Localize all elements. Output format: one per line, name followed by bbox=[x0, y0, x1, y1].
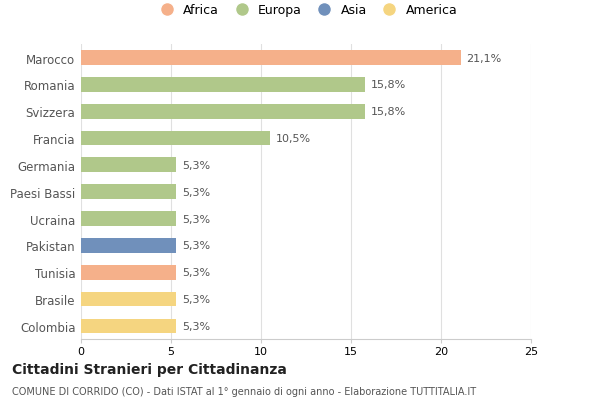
Bar bbox=[81, 238, 176, 253]
Text: 5,3%: 5,3% bbox=[182, 294, 210, 304]
Text: 5,3%: 5,3% bbox=[182, 160, 210, 171]
Text: 15,8%: 15,8% bbox=[371, 107, 406, 117]
Bar bbox=[81, 211, 176, 226]
Text: 5,3%: 5,3% bbox=[182, 214, 210, 224]
Legend: Africa, Europa, Asia, America: Africa, Europa, Asia, America bbox=[155, 4, 457, 17]
Bar bbox=[81, 78, 365, 92]
Bar bbox=[81, 319, 176, 333]
Bar bbox=[81, 292, 176, 307]
Bar bbox=[81, 105, 365, 119]
Text: 5,3%: 5,3% bbox=[182, 321, 210, 331]
Text: 15,8%: 15,8% bbox=[371, 80, 406, 90]
Bar bbox=[81, 265, 176, 280]
Text: 21,1%: 21,1% bbox=[466, 54, 502, 63]
Bar bbox=[81, 51, 461, 66]
Text: 5,3%: 5,3% bbox=[182, 267, 210, 278]
Text: Cittadini Stranieri per Cittadinanza: Cittadini Stranieri per Cittadinanza bbox=[12, 362, 287, 376]
Text: 10,5%: 10,5% bbox=[275, 134, 311, 144]
Text: 5,3%: 5,3% bbox=[182, 187, 210, 197]
Bar bbox=[81, 158, 176, 173]
Text: 5,3%: 5,3% bbox=[182, 241, 210, 251]
Bar bbox=[81, 185, 176, 200]
Bar bbox=[81, 131, 270, 146]
Text: COMUNE DI CORRIDO (CO) - Dati ISTAT al 1° gennaio di ogni anno - Elaborazione TU: COMUNE DI CORRIDO (CO) - Dati ISTAT al 1… bbox=[12, 387, 476, 396]
